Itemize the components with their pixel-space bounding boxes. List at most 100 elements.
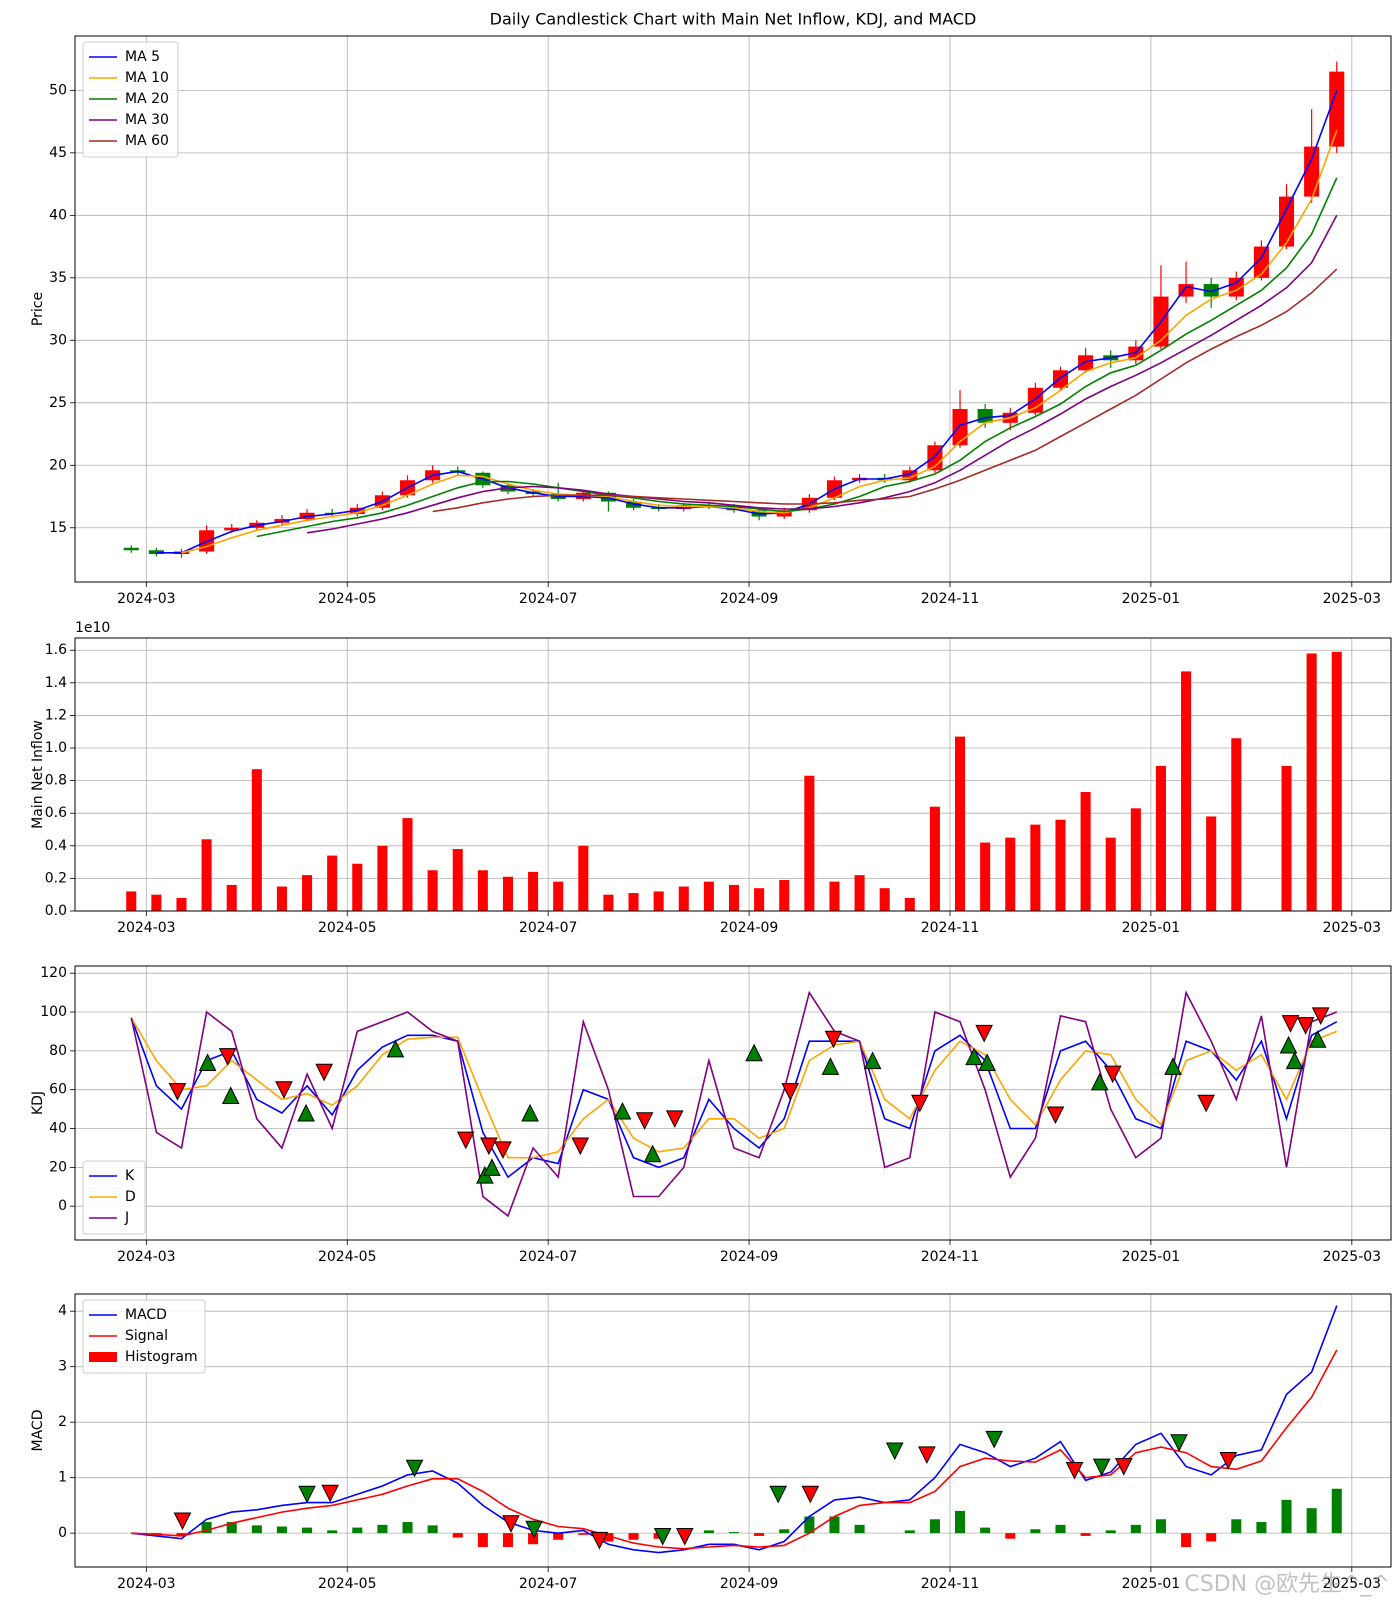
signal-marker bbox=[911, 1094, 929, 1113]
panel: 0 20 40 60 80 100 120 2024-03 2024-05 2024-07 2024… bbox=[30, 965, 1392, 1265]
candle-body bbox=[902, 470, 918, 481]
bar bbox=[628, 893, 639, 911]
candle-body bbox=[1278, 196, 1295, 247]
histogram-bar bbox=[201, 1522, 212, 1534]
x-tick-label: 2024-07 bbox=[519, 591, 578, 607]
candle-body bbox=[224, 527, 240, 531]
x-tick-label: 2025-03 bbox=[1323, 1576, 1382, 1592]
line-series bbox=[130, 1017, 1338, 1159]
bar bbox=[678, 886, 689, 911]
histogram-bar bbox=[1181, 1533, 1192, 1548]
y-tick-label: 20 bbox=[49, 457, 67, 473]
signal-marker bbox=[198, 1053, 217, 1072]
x-tick-label: 2024-03 bbox=[117, 920, 176, 936]
histogram-bar bbox=[477, 1533, 488, 1548]
histogram-bar bbox=[402, 1522, 413, 1534]
bar bbox=[151, 894, 162, 911]
y-tick-label: 15 bbox=[49, 520, 67, 536]
signal-marker bbox=[978, 1053, 996, 1072]
line-series bbox=[130, 1017, 1338, 1179]
signal-marker bbox=[1311, 1007, 1330, 1026]
signal-marker bbox=[386, 1039, 405, 1058]
line-series bbox=[131, 1305, 1338, 1554]
line-series bbox=[181, 130, 1338, 554]
histogram-bar bbox=[1281, 1499, 1292, 1534]
histogram-bar bbox=[276, 1526, 287, 1534]
y-axis-label: MACD bbox=[30, 1410, 46, 1452]
signal-marker bbox=[885, 1442, 904, 1461]
bar bbox=[377, 845, 388, 911]
y-tick-label: 0.0 bbox=[45, 903, 67, 919]
signal-marker bbox=[1197, 1094, 1215, 1113]
bar bbox=[1331, 651, 1342, 911]
legend-label: Signal bbox=[125, 1328, 168, 1344]
line-series bbox=[130, 990, 1338, 1218]
signal-marker bbox=[502, 1515, 520, 1533]
signal-marker bbox=[1164, 1057, 1182, 1075]
bar bbox=[754, 888, 765, 911]
signal-marker bbox=[821, 1057, 840, 1075]
plot-frame bbox=[74, 1293, 1392, 1568]
signal-marker bbox=[1279, 1035, 1298, 1054]
y-tick-label: 25 bbox=[49, 395, 67, 411]
chart-title: Daily Candlestick Chart with Main Net In… bbox=[490, 10, 977, 29]
bar bbox=[1005, 837, 1016, 911]
signal-marker bbox=[985, 1430, 1003, 1449]
signal-marker bbox=[297, 1103, 315, 1122]
y-tick-label: 2 bbox=[58, 1414, 67, 1430]
bar bbox=[879, 888, 890, 911]
signal-marker bbox=[1065, 1461, 1084, 1480]
histogram-bar bbox=[628, 1533, 639, 1540]
histogram-bar bbox=[226, 1522, 237, 1534]
legend-label: K bbox=[125, 1168, 135, 1184]
y-tick-label: 20 bbox=[49, 1159, 67, 1175]
legend-label: MA 60 bbox=[125, 133, 169, 149]
bar bbox=[452, 849, 463, 911]
bar bbox=[1281, 765, 1292, 911]
legend-label: Histogram bbox=[125, 1349, 198, 1365]
x-tick-label: 2025-03 bbox=[1323, 1249, 1382, 1265]
bar bbox=[1055, 819, 1066, 911]
signal-marker bbox=[315, 1063, 333, 1082]
signal-marker bbox=[1090, 1072, 1109, 1091]
x-tick-label: 2024-03 bbox=[117, 1576, 176, 1592]
bar bbox=[578, 845, 589, 911]
y-tick-label: 30 bbox=[49, 332, 67, 348]
legend-box bbox=[82, 41, 179, 158]
bar bbox=[653, 891, 664, 911]
y-tick-label: 0.4 bbox=[45, 838, 67, 854]
histogram-bar bbox=[955, 1510, 966, 1534]
histogram-bar bbox=[176, 1533, 187, 1536]
y-tick-label: 1.2 bbox=[45, 707, 67, 723]
histogram-bar bbox=[980, 1527, 991, 1534]
line-series bbox=[432, 268, 1338, 513]
histogram-bar bbox=[251, 1525, 262, 1534]
y-tick-label: 60 bbox=[49, 1082, 67, 1098]
bar bbox=[251, 769, 262, 911]
y-tick-label: 1.4 bbox=[45, 675, 67, 691]
bar bbox=[126, 891, 137, 911]
x-tick-label: 2025-01 bbox=[1122, 1576, 1181, 1592]
y-tick-label: 100 bbox=[40, 1004, 67, 1020]
signal-marker bbox=[525, 1520, 543, 1539]
candle-body bbox=[1304, 146, 1320, 197]
histogram-bar bbox=[1005, 1533, 1016, 1539]
plot-frame bbox=[74, 637, 1392, 912]
histogram-bar bbox=[352, 1527, 363, 1534]
panel: 0.0 0.2 0.4 0.6 0.8 1.0 1.2 1.4 1.6 2024-03 2024-0… bbox=[30, 620, 1392, 936]
bar bbox=[829, 881, 840, 911]
histogram-bar bbox=[804, 1516, 815, 1534]
signal-marker bbox=[1308, 1030, 1327, 1048]
signal-marker bbox=[571, 1137, 590, 1156]
signal-marker bbox=[1296, 1017, 1315, 1035]
signal-marker bbox=[643, 1144, 662, 1163]
legend-label: MA 5 bbox=[125, 49, 160, 65]
y-offset-label: 1e10 bbox=[75, 620, 110, 636]
bar bbox=[904, 897, 915, 911]
signal-marker bbox=[480, 1137, 498, 1156]
bar bbox=[1030, 824, 1041, 911]
bar bbox=[276, 886, 287, 911]
candle-body bbox=[977, 409, 993, 423]
candle-body bbox=[123, 547, 139, 551]
